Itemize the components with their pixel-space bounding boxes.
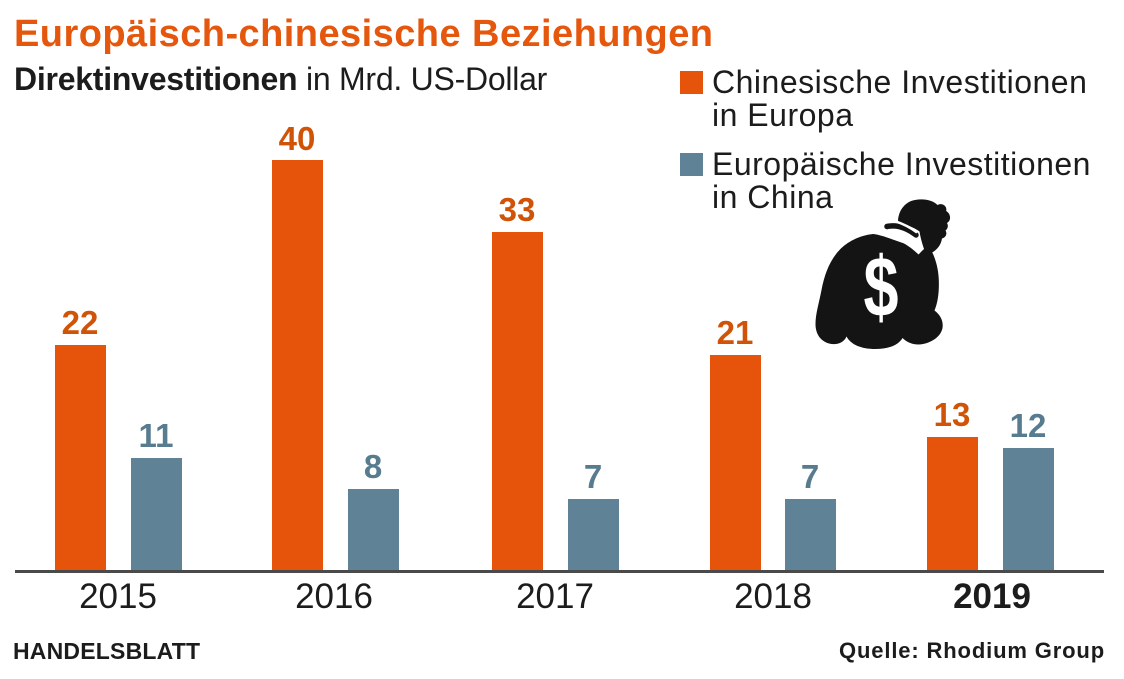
svg-text:$: $ <box>864 240 899 335</box>
